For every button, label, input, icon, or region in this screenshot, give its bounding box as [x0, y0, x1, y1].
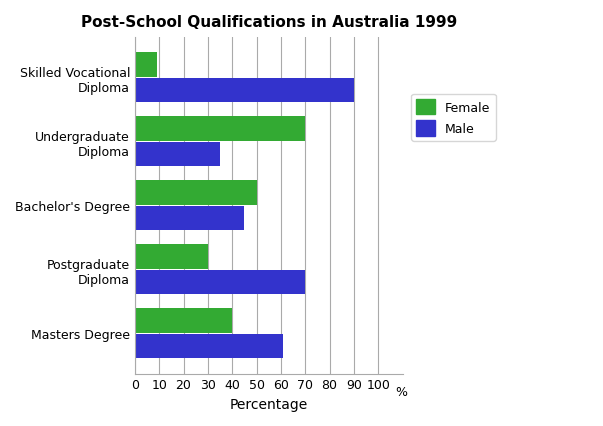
Bar: [135, 117, 305, 141]
Title: Post-School Qualifications in Australia 1999: Post-School Qualifications in Australia …: [81, 15, 457, 30]
Bar: [135, 271, 305, 295]
Bar: [135, 181, 256, 205]
Bar: [135, 245, 208, 269]
Bar: [135, 207, 244, 231]
Bar: [135, 309, 232, 333]
Legend: Female, Male: Female, Male: [411, 95, 496, 141]
Bar: [135, 143, 220, 167]
X-axis label: Percentage: Percentage: [230, 397, 308, 411]
Bar: [135, 334, 283, 358]
Text: %: %: [395, 385, 407, 398]
Bar: [135, 79, 354, 103]
Bar: [135, 53, 157, 78]
